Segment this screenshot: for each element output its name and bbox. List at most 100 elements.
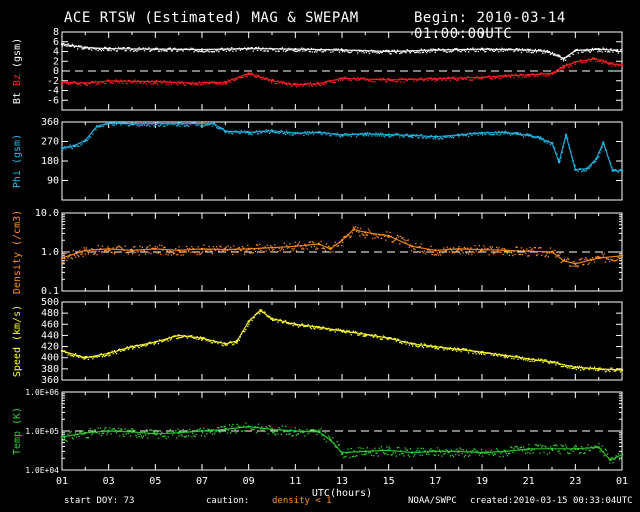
data-point: [270, 428, 274, 431]
data-point: [120, 428, 122, 430]
data-point: [380, 79, 383, 81]
data-point: [381, 449, 384, 451]
data-point: [301, 323, 303, 325]
data-point: [430, 134, 432, 137]
data-point: [261, 132, 263, 134]
data-point: [260, 132, 262, 134]
data-point: [193, 122, 195, 124]
data-point: [214, 83, 217, 85]
data-point: [406, 449, 408, 451]
data-point: [538, 74, 540, 76]
data-point: [566, 56, 568, 58]
data-point: [225, 427, 227, 430]
data-point: [294, 50, 296, 53]
data-point: [70, 82, 72, 84]
data-point: [358, 334, 360, 336]
data-point: [224, 48, 226, 51]
data-point: [114, 47, 117, 49]
data-point: [105, 123, 107, 125]
data-point: [184, 436, 187, 438]
data-point: [617, 52, 619, 54]
data-point: [454, 135, 456, 137]
data-point: [588, 58, 590, 60]
data-point: [490, 449, 492, 451]
data-point: [188, 125, 190, 127]
data-point: [169, 250, 171, 252]
data-point: [442, 79, 444, 81]
data-point: [190, 83, 192, 85]
data-point: [492, 75, 495, 77]
data-point: [427, 50, 429, 52]
data-point: [95, 125, 99, 128]
data-point: [335, 328, 337, 330]
data-point: [340, 133, 344, 137]
data-point: [364, 333, 367, 336]
data-point: [114, 122, 117, 124]
data-point: [73, 435, 76, 437]
data-point: [135, 344, 137, 347]
data-point: [222, 83, 224, 85]
data-point: [272, 249, 274, 251]
data-point: [339, 49, 342, 51]
data-point: [133, 347, 135, 349]
data-point: [598, 442, 600, 445]
data-point: [567, 257, 569, 259]
data-point: [473, 132, 475, 134]
data-point: [312, 83, 315, 85]
data-point: [255, 431, 258, 434]
data-point: [203, 336, 205, 339]
data-point: [212, 246, 215, 248]
data-point: [302, 323, 304, 325]
data-point: [549, 360, 552, 362]
data-point: [134, 50, 136, 52]
data-point: [333, 133, 335, 135]
data-point: [317, 81, 319, 84]
data-point: [605, 60, 608, 62]
data-point: [214, 124, 217, 126]
data-point: [303, 47, 305, 50]
data-point: [139, 48, 141, 51]
data-point: [555, 364, 557, 366]
data-point: [452, 76, 455, 78]
data-point: [331, 80, 333, 82]
data-point: [280, 48, 282, 50]
data-point: [206, 124, 208, 126]
data-point: [612, 259, 614, 261]
data-point: [417, 346, 419, 348]
data-point: [403, 51, 405, 53]
data-point: [307, 244, 309, 246]
data-point: [172, 432, 175, 434]
data-point: [329, 438, 332, 441]
data-point: [484, 133, 486, 135]
data-point: [311, 130, 314, 133]
data-point: [83, 83, 85, 85]
data-point: [84, 46, 87, 49]
data-point: [190, 47, 192, 49]
data-point: [65, 44, 67, 46]
data-point: [597, 51, 599, 53]
data-point: [120, 47, 122, 49]
data-point: [155, 123, 157, 125]
data-point: [259, 243, 261, 246]
data-point: [217, 342, 219, 345]
data-point: [275, 83, 277, 85]
data-point: [256, 74, 259, 76]
data-point: [501, 451, 503, 453]
data-point: [494, 77, 497, 79]
data-point: [507, 131, 510, 134]
data-point: [194, 122, 196, 124]
data-point: [326, 328, 329, 330]
data-point: [359, 450, 361, 452]
data-point: [437, 254, 440, 256]
data-point: [434, 348, 436, 350]
data-point: [477, 134, 479, 136]
data-point: [127, 79, 129, 82]
data-point: [601, 445, 603, 447]
data-point: [106, 250, 108, 252]
data-point: [305, 83, 307, 85]
data-point: [423, 48, 426, 51]
data-point: [387, 78, 390, 81]
data-point: [614, 169, 616, 171]
data-point: [420, 134, 422, 136]
data-point: [361, 77, 363, 79]
